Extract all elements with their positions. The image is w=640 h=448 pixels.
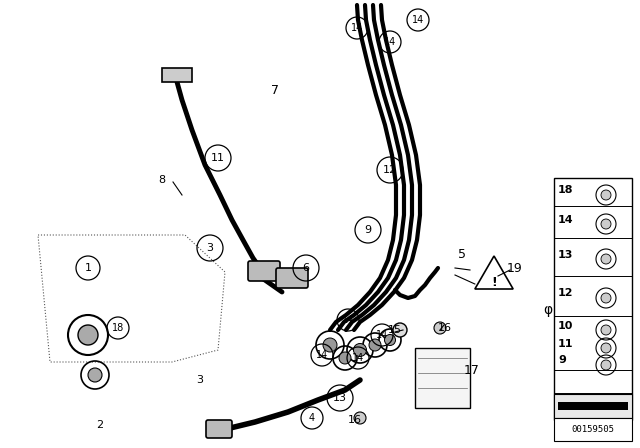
Text: 2: 2	[97, 420, 104, 430]
Text: 14: 14	[316, 350, 328, 360]
FancyBboxPatch shape	[276, 268, 308, 288]
Text: 16: 16	[438, 323, 452, 333]
Text: 19: 19	[507, 262, 523, 275]
Text: 14: 14	[352, 353, 364, 363]
Circle shape	[601, 325, 611, 335]
Circle shape	[601, 219, 611, 229]
Text: 17: 17	[464, 363, 480, 376]
Text: 9: 9	[364, 225, 372, 235]
Circle shape	[393, 323, 407, 337]
Text: 14: 14	[351, 23, 363, 33]
Text: 11: 11	[211, 153, 225, 163]
Circle shape	[601, 360, 611, 370]
Circle shape	[601, 190, 611, 200]
Text: 8: 8	[159, 175, 166, 185]
Text: 13: 13	[558, 250, 573, 260]
Circle shape	[601, 293, 611, 303]
Text: 14: 14	[342, 315, 354, 325]
Text: 4: 4	[309, 413, 315, 423]
Bar	[554, 178, 632, 420]
Text: 14: 14	[376, 330, 388, 340]
Text: 7: 7	[271, 83, 279, 96]
Text: 18: 18	[558, 185, 573, 195]
Text: 14: 14	[558, 215, 573, 225]
Text: 14: 14	[412, 15, 424, 25]
Circle shape	[354, 412, 366, 424]
FancyBboxPatch shape	[248, 261, 280, 281]
FancyBboxPatch shape	[415, 348, 470, 408]
Text: 9: 9	[558, 355, 566, 365]
Circle shape	[601, 254, 611, 264]
Circle shape	[601, 343, 611, 353]
Text: 3: 3	[207, 243, 214, 253]
Bar	[558, 402, 628, 410]
Text: φ: φ	[543, 303, 552, 317]
Circle shape	[88, 368, 102, 382]
Bar	[554, 418, 632, 441]
Circle shape	[78, 325, 98, 345]
Text: 3: 3	[196, 375, 204, 385]
Text: !: !	[491, 276, 497, 289]
Text: 11: 11	[558, 339, 573, 349]
Text: 12: 12	[558, 288, 573, 298]
Text: 10: 10	[558, 321, 573, 331]
Bar	[554, 394, 632, 418]
Text: 14: 14	[384, 37, 396, 47]
Text: 13: 13	[333, 393, 347, 403]
Circle shape	[369, 339, 381, 351]
Circle shape	[434, 322, 446, 334]
Text: 15: 15	[388, 325, 402, 335]
Text: 00159505: 00159505	[572, 425, 614, 434]
Circle shape	[385, 335, 396, 345]
Circle shape	[323, 338, 337, 352]
Circle shape	[339, 352, 351, 364]
Text: 16: 16	[348, 415, 362, 425]
Text: 5: 5	[458, 249, 466, 262]
Text: 12: 12	[383, 165, 397, 175]
Text: 18: 18	[112, 323, 124, 333]
Text: 6: 6	[303, 263, 310, 273]
Text: 1: 1	[84, 263, 92, 273]
Bar	[162, 68, 192, 82]
FancyBboxPatch shape	[206, 420, 232, 438]
Circle shape	[353, 344, 367, 357]
